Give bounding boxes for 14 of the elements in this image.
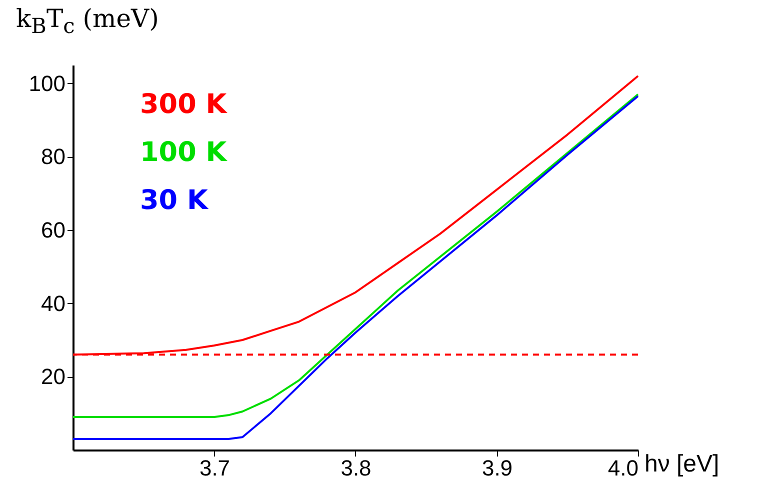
y-tick-label: 80 xyxy=(41,144,66,170)
y-tick-label: 60 xyxy=(41,218,66,242)
text: 100 K xyxy=(140,137,228,168)
text: 300 K xyxy=(140,89,228,120)
x-tick-label: 4.0 xyxy=(608,456,638,480)
text: 30 K xyxy=(140,185,209,216)
y-tick-label: 40 xyxy=(41,290,66,316)
y-axis-title: k$_{B}$T$_{c}$ (meV) xyxy=(16,4,159,38)
x-tick-label: 3.8 xyxy=(340,456,372,480)
x-axis-title: hν [eV] xyxy=(644,450,720,478)
y-tick-label: 20 xyxy=(41,364,66,390)
y-tick-label: 100 xyxy=(28,70,66,96)
x-tick-label: 3.7 xyxy=(199,456,230,480)
x-tick-label: 3.9 xyxy=(482,456,513,480)
